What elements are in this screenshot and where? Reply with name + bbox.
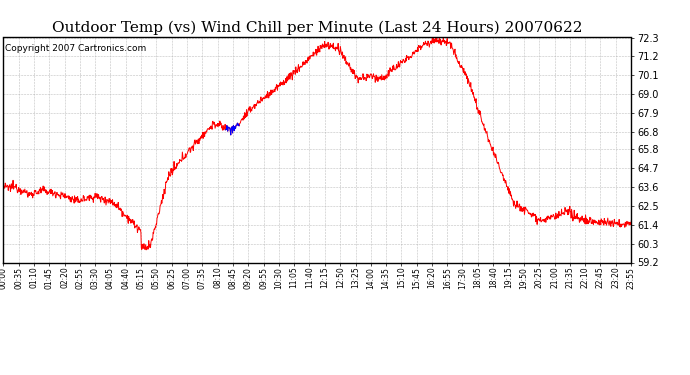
Title: Outdoor Temp (vs) Wind Chill per Minute (Last 24 Hours) 20070622: Outdoor Temp (vs) Wind Chill per Minute … [52,21,582,35]
Text: Copyright 2007 Cartronics.com: Copyright 2007 Cartronics.com [5,44,146,53]
